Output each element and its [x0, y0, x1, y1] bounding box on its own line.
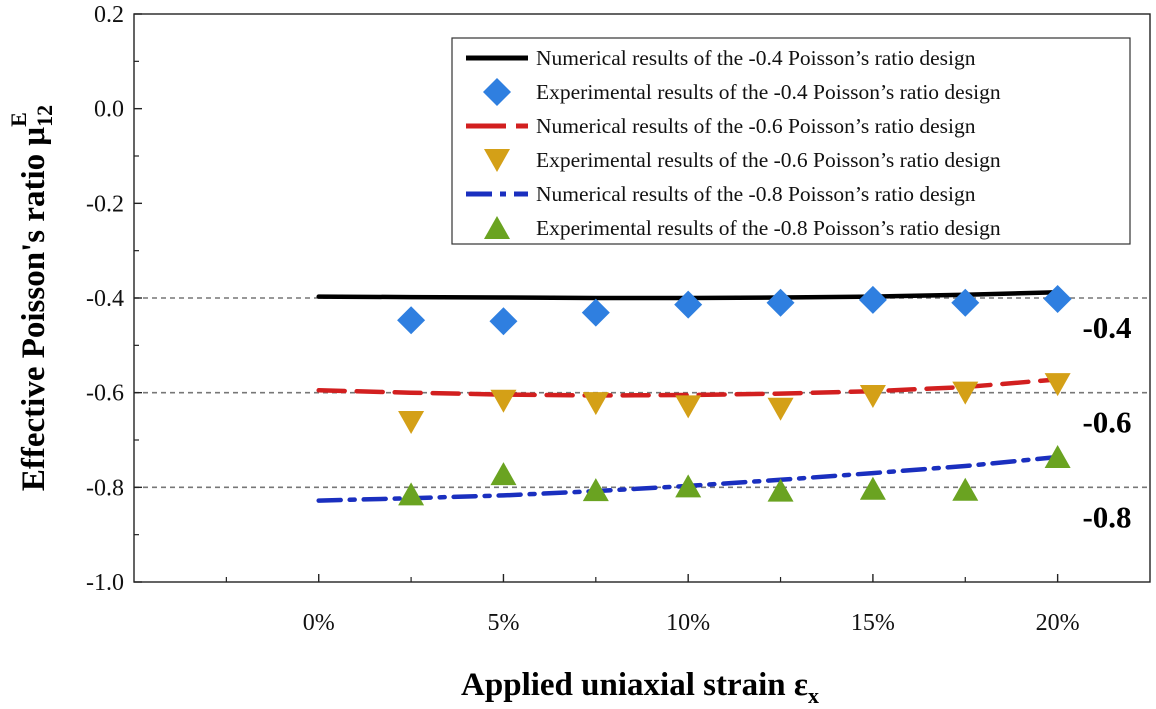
- series-1: [397, 284, 1072, 336]
- data-point-3-2: [582, 392, 609, 416]
- data-point-3-5: [859, 384, 886, 408]
- data-point-5-4: [767, 478, 794, 502]
- x-tick-label-0: 0%: [303, 610, 335, 636]
- series-line-2: [316, 377, 1060, 398]
- data-point-1-5: [858, 285, 887, 314]
- data-point-3-3: [675, 395, 702, 419]
- y-tick-label-3: -0.4: [86, 286, 124, 312]
- data-point-3-0: [398, 411, 425, 435]
- series-layer: [316, 284, 1072, 506]
- y-tick-label-1: 0.0: [94, 97, 124, 123]
- y-tick-label-2: -0.2: [86, 191, 124, 217]
- data-point-1-7: [1043, 284, 1072, 313]
- x-axis-title-sub: x: [808, 683, 819, 708]
- data-point-5-1: [490, 462, 517, 486]
- series-3: [398, 373, 1071, 435]
- x-tick-label-3: 15%: [851, 610, 895, 636]
- axes: 0.2 0.0 -0.2 -0.4 -0.6 -0.8 -1.0 0% 5% 10% 15% 20%: [86, 2, 1151, 636]
- reference-label-1: -0.6: [1082, 405, 1131, 440]
- y-axis-title-sup: E: [6, 112, 31, 127]
- x-axis-title: Applied uniaxial strain εx: [461, 667, 819, 708]
- data-point-1-3: [674, 290, 703, 319]
- axis-titles: Applied uniaxial strain εx Effective Poi…: [6, 105, 819, 708]
- legend-label-0: Numerical results of the -0.4 Poisson’s …: [536, 46, 976, 70]
- legend-label-1: Experimental results of the -0.4 Poisson…: [536, 80, 1001, 104]
- data-point-5-7: [1044, 445, 1071, 469]
- legend-label-2: Numerical results of the -0.6 Poisson’s …: [536, 114, 976, 138]
- data-point-5-2: [582, 478, 609, 502]
- data-point-5-0: [398, 482, 425, 506]
- data-point-1-4: [766, 288, 795, 317]
- y-axis-title-sub: 12: [32, 105, 57, 127]
- y-tick-label-6: -1.0: [86, 570, 124, 596]
- data-point-1-0: [397, 306, 426, 335]
- y-tick-label-5: -0.8: [86, 475, 124, 501]
- data-point-1-2: [581, 298, 610, 327]
- data-point-3-6: [952, 381, 979, 405]
- series-5: [398, 445, 1071, 506]
- x-axis-title-main: Applied uniaxial strain ε: [461, 667, 808, 703]
- data-point-5-3: [675, 474, 702, 498]
- legend-label-5: Experimental results of the -0.8 Poisson…: [536, 216, 1001, 240]
- data-point-3-1: [490, 389, 517, 413]
- legend-swatch-3: [484, 149, 510, 172]
- y-axis-title-main: Effective Poisson's ratio μ: [16, 127, 52, 492]
- x-tick-label-4: 20%: [1036, 610, 1080, 636]
- legend: Numerical results of the -0.4 Poisson’s …: [451, 37, 1131, 245]
- reference-label-0: -0.4: [1082, 310, 1131, 345]
- legend-label-3: Experimental results of the -0.6 Poisson…: [536, 148, 1001, 172]
- data-point-1-6: [951, 288, 980, 317]
- y-axis-title: Effective Poisson's ratio μ12E: [6, 105, 57, 491]
- x-tick-label-2: 10%: [666, 610, 710, 636]
- legend-swatch-5: [484, 216, 510, 239]
- legend-swatch-1: [483, 78, 511, 106]
- legend-label-4: Numerical results of the -0.8 Poisson’s …: [536, 182, 976, 206]
- data-point-3-4: [767, 397, 794, 421]
- series-2: [316, 377, 1060, 398]
- data-point-5-6: [952, 477, 979, 501]
- y-tick-label-0: 0.2: [94, 2, 124, 28]
- y-tick-label-4: -0.6: [86, 381, 124, 407]
- data-point-1-1: [489, 307, 518, 336]
- reference-label-2: -0.8: [1082, 499, 1131, 534]
- x-tick-label-1: 5%: [487, 610, 519, 636]
- data-point-5-5: [859, 476, 886, 500]
- data-point-3-7: [1044, 373, 1071, 397]
- legend-box: [451, 37, 1131, 245]
